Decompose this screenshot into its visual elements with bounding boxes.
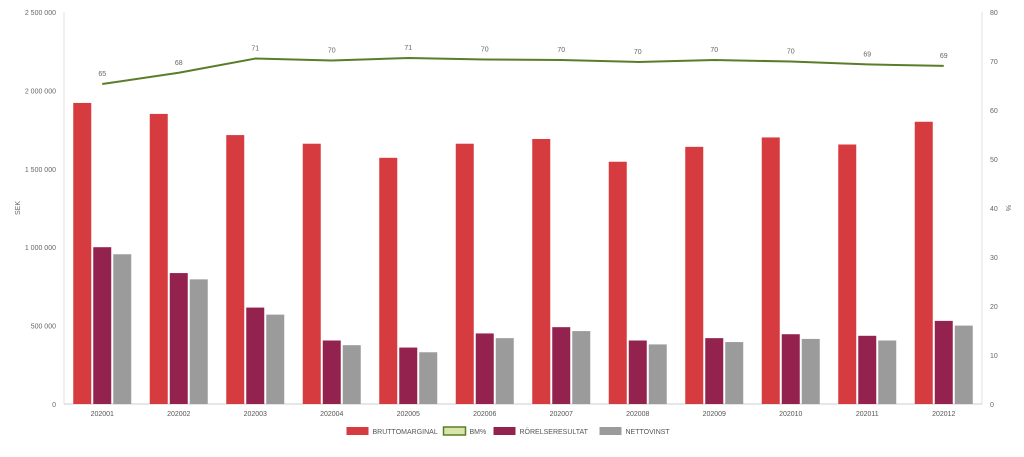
y-right-tick-label: 40: [990, 206, 998, 213]
bar-bruttomarginal: [302, 143, 321, 404]
x-tick-label: 202002: [167, 411, 190, 418]
bar-nettovinst: [113, 254, 132, 404]
x-tick-label: 202009: [703, 411, 726, 418]
y-right-tick-label: 80: [990, 10, 998, 17]
bar-r-relseresultat: [858, 335, 877, 404]
line-data-label: 71: [251, 46, 259, 53]
bar-r-relseresultat: [169, 273, 188, 404]
legend-label-nettovinst: NETTOVINST: [626, 429, 671, 436]
line-data-label: 70: [557, 47, 565, 54]
bar-nettovinst: [801, 338, 820, 404]
x-tick-label: 202008: [626, 411, 649, 418]
y-right-tick-label: 70: [990, 59, 998, 66]
bar-r-relseresultat: [399, 347, 418, 404]
y-right-tick-label: 0: [990, 402, 994, 409]
bar-nettovinst: [266, 314, 285, 404]
bar-nettovinst: [419, 352, 438, 404]
x-tick-label: 202007: [550, 411, 573, 418]
legend-swatch-nettovinst: [599, 427, 622, 435]
line-data-label: 70: [787, 48, 795, 55]
bar-nettovinst: [725, 342, 744, 404]
line-data-label: 70: [328, 48, 336, 55]
legend-label-r-relseresultat: RÖRELSERESULTAT: [520, 428, 589, 436]
bar-bruttomarginal: [379, 157, 398, 404]
bar-bruttomarginal: [73, 102, 92, 404]
y-left-axis-title: SEK: [15, 201, 22, 215]
x-tick-label: 202006: [473, 411, 496, 418]
bar-r-relseresultat: [93, 247, 112, 404]
bar-bruttomarginal: [914, 121, 933, 404]
y-right-tick-label: 50: [990, 157, 998, 164]
y-right-tick-label: 30: [990, 255, 998, 262]
bar-r-relseresultat: [322, 340, 341, 404]
bar-bruttomarginal: [761, 137, 780, 404]
bar-nettovinst: [342, 345, 361, 404]
bar-r-relseresultat: [781, 334, 800, 404]
bar-bruttomarginal: [685, 146, 704, 404]
bar-r-relseresultat: [628, 340, 647, 404]
bar-nettovinst: [878, 340, 897, 404]
y-left-tick-label: 2 500 000: [25, 10, 56, 17]
legend-swatch-r-relseresultat: [493, 427, 516, 435]
bar-bruttomarginal: [838, 144, 857, 404]
line-bm-percent: [102, 57, 944, 86]
line-data-label: 70: [481, 47, 489, 54]
bar-r-relseresultat: [246, 307, 265, 404]
bar-bruttomarginal: [455, 143, 474, 404]
y-left-tick-label: 1 500 000: [25, 167, 56, 174]
line-data-label: 68: [175, 60, 183, 67]
bar-r-relseresultat: [705, 338, 724, 404]
line-data-label: 71: [404, 45, 412, 52]
legend-swatch-bm-: [442, 426, 467, 436]
bar-r-relseresultat: [934, 320, 953, 404]
bar-bruttomarginal: [608, 161, 627, 404]
bar-bruttomarginal: [532, 139, 551, 404]
x-tick-label: 202004: [320, 411, 343, 418]
y-left-tick-label: 1 000 000: [25, 245, 56, 252]
bar-r-relseresultat: [552, 327, 571, 404]
x-tick-label: 202005: [397, 411, 420, 418]
y-right-axis-title: %: [1004, 205, 1011, 211]
bar-r-relseresultat: [475, 333, 494, 404]
legend-label-bm-: BM%: [470, 429, 487, 436]
line-data-label: 69: [863, 51, 871, 58]
x-tick-label: 202001: [91, 411, 114, 418]
x-tick-label: 202003: [244, 411, 267, 418]
legend-label-bruttomarginal: BRUTTOMARGINAL: [373, 429, 438, 436]
x-tick-label: 202012: [932, 411, 955, 418]
legend-swatch-bruttomarginal: [346, 427, 369, 435]
y-left-tick-label: 2 000 000: [25, 88, 56, 95]
line-data-label: 69: [940, 53, 948, 60]
bar-nettovinst: [572, 331, 591, 404]
bar-nettovinst: [189, 279, 208, 404]
y-left-tick-label: 500 000: [31, 324, 56, 331]
bar-nettovinst: [954, 325, 973, 404]
y-right-tick-label: 60: [990, 108, 998, 115]
bar-bruttomarginal: [226, 135, 245, 404]
y-left-tick-label: 0: [52, 402, 56, 409]
line-data-label: 65: [98, 71, 106, 78]
bar-nettovinst: [495, 338, 514, 404]
x-tick-label: 202011: [856, 411, 879, 418]
y-right-tick-label: 10: [990, 353, 998, 360]
line-data-label: 70: [710, 47, 718, 54]
line-data-label: 70: [634, 49, 642, 56]
y-right-tick-label: 20: [990, 304, 998, 311]
x-tick-label: 202010: [779, 411, 802, 418]
bar-nettovinst: [648, 344, 667, 404]
bar-bruttomarginal: [149, 113, 168, 405]
